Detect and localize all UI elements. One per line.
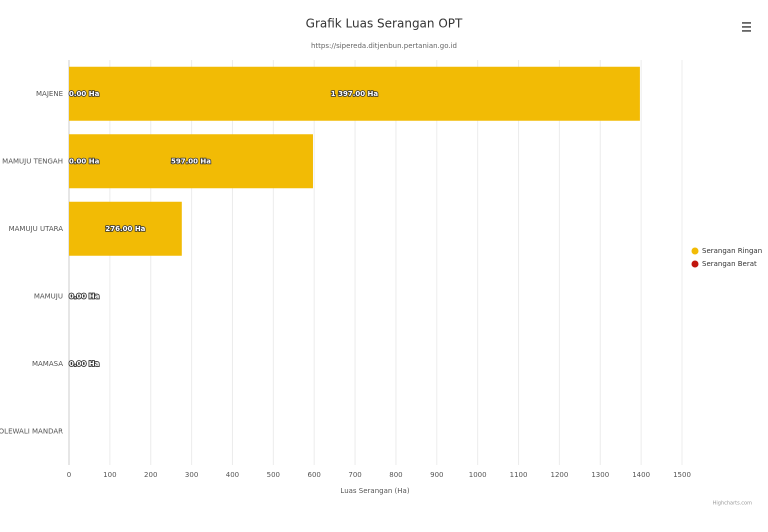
x-tick-label: 0 [67,471,71,479]
x-tick-label: 800 [389,471,402,479]
chart-subtitle: https://sipereda.ditjenbun.pertanian.go.… [311,42,457,50]
x-tick-label: 400 [226,471,239,479]
data-label: 0.00 Ha [69,360,100,368]
data-label: 0.00 Ha [69,292,100,300]
y-tick-label: POLEWALI MANDAR [0,427,63,435]
x-tick-label: 1100 [510,471,528,479]
legend-item[interactable]: Serangan Berat [691,260,758,268]
data-label: 0.00 Ha [69,157,100,165]
chart-title: Grafik Luas Serangan OPT [306,17,463,31]
x-tick-label: 700 [348,471,361,479]
y-tick-label: MAMUJU TENGAH [2,157,63,165]
y-tick-label: MAJENE [36,90,63,98]
data-label: 0.00 Ha [69,90,100,98]
x-tick-label: 1500 [673,471,691,479]
data-label: 0.00 Ha [69,292,100,300]
menu-bar[interactable] [742,22,751,24]
menu-bar[interactable] [742,30,751,32]
y-tick-label: MAMUJU UTARA [9,225,64,233]
data-label: 597.00 Ha [171,157,211,165]
menu-bar[interactable] [742,26,751,28]
menu-button[interactable] [742,22,751,32]
x-tick-label: 1200 [550,471,568,479]
data-label: 276.00 Ha [105,225,145,233]
data-label: 1 397.00 Ha [331,90,379,98]
legend-symbol[interactable] [691,260,699,268]
bar [69,134,313,189]
bar [69,201,182,256]
y-tick-label: MAMASA [32,360,63,368]
x-tick-label: 600 [308,471,321,479]
y-tick-label: MAMUJU [34,292,63,300]
x-tick-label: 1000 [469,471,487,479]
x-tick-label: 100 [103,471,116,479]
data-label: 0.00 Ha [69,360,100,368]
x-tick-label: 1400 [632,471,650,479]
x-tick-label: 500 [267,471,280,479]
legend-item[interactable]: Serangan Ringan [691,247,763,255]
legend-label[interactable]: Serangan Berat [702,260,757,268]
x-tick-label: 1300 [591,471,609,479]
legend-symbol[interactable] [691,247,699,255]
x-tick-label: 200 [144,471,157,479]
x-tick-label: 900 [430,471,443,479]
legend-label[interactable]: Serangan Ringan [702,247,762,255]
bar [69,66,640,121]
x-tick-label: 300 [185,471,198,479]
x-axis-title: Luas Serangan (Ha) [340,487,409,495]
credit: Highcharts.com [713,501,752,507]
